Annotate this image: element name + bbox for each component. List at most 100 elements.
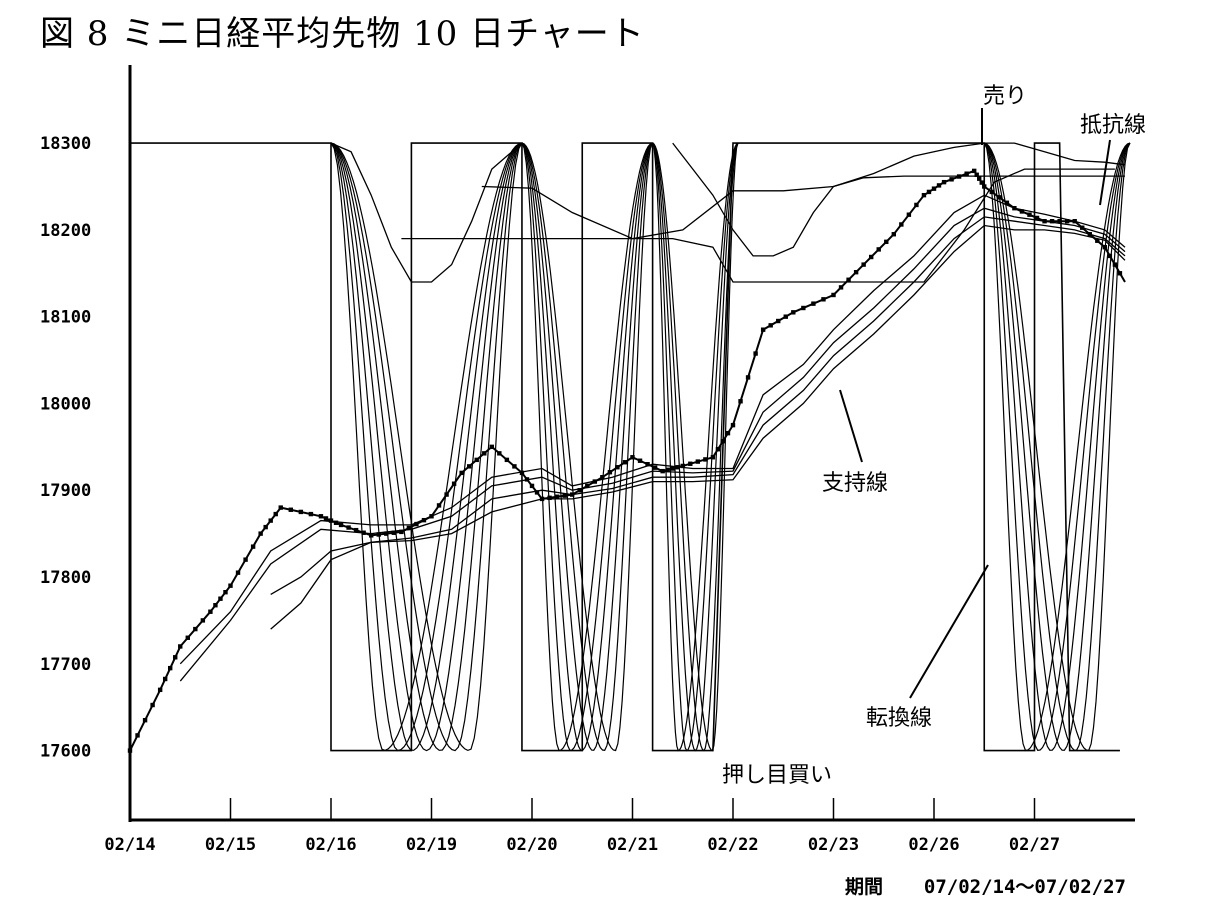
series-point bbox=[338, 522, 344, 528]
series-point bbox=[926, 189, 932, 195]
series-line bbox=[672, 142, 1125, 257]
series-point bbox=[853, 269, 859, 275]
series-line bbox=[401, 168, 1115, 283]
oscillator-curve bbox=[652, 142, 739, 752]
period-caption: 期間 07/02/14〜07/02/27 bbox=[845, 872, 1126, 899]
oscillator-curve bbox=[330, 142, 523, 752]
series-point bbox=[715, 447, 721, 452]
series-point bbox=[406, 525, 412, 531]
series-point bbox=[369, 533, 374, 538]
series-point bbox=[979, 180, 984, 185]
oscillator-curve bbox=[330, 142, 523, 751]
series-point bbox=[577, 488, 582, 493]
series-point bbox=[519, 470, 525, 476]
series-point bbox=[906, 212, 912, 217]
series-point bbox=[243, 557, 248, 562]
series-point bbox=[703, 457, 708, 462]
y-tick-label: 17800 bbox=[40, 568, 91, 588]
oscillator-curve bbox=[983, 142, 1131, 752]
x-tick-label: 02/20 bbox=[506, 835, 557, 855]
series-point bbox=[997, 195, 1002, 200]
series-point bbox=[821, 297, 826, 302]
series-group bbox=[127, 142, 1126, 753]
oscillator-curve bbox=[330, 142, 523, 752]
series-point bbox=[142, 718, 148, 723]
x-tick-group: 02/14 02/15 02/16 02/19 02/20 02/21 02/22 02/23… bbox=[104, 798, 1060, 855]
series-line bbox=[179, 207, 1126, 682]
series-point bbox=[884, 239, 889, 245]
y-tick-label: 18100 bbox=[40, 308, 91, 328]
series-point bbox=[670, 466, 675, 471]
oscillator-curve bbox=[652, 142, 739, 752]
annotation-leader bbox=[1099, 139, 1111, 206]
series-point bbox=[753, 351, 758, 356]
series-point bbox=[622, 460, 628, 465]
oscillator-curve bbox=[984, 142, 1131, 751]
series-point bbox=[989, 189, 994, 195]
series-point bbox=[208, 609, 213, 614]
series-point bbox=[645, 461, 650, 467]
series-point bbox=[1027, 212, 1032, 217]
series-point bbox=[838, 285, 844, 290]
series-point bbox=[974, 172, 979, 177]
x-tick-label: 02/26 bbox=[908, 835, 959, 855]
series-point bbox=[193, 626, 198, 632]
oscillator-curve bbox=[521, 142, 654, 752]
x-tick-label: 02/27 bbox=[1009, 835, 1060, 855]
series-point bbox=[444, 492, 449, 497]
series-point bbox=[949, 177, 954, 182]
series-point bbox=[615, 465, 620, 470]
series-point bbox=[710, 455, 716, 460]
y-tick-label: 18000 bbox=[40, 394, 91, 414]
series-point bbox=[223, 589, 228, 595]
oscillator-curve bbox=[521, 142, 654, 751]
series-point bbox=[414, 521, 419, 527]
series-point bbox=[941, 179, 947, 185]
series-point bbox=[384, 531, 389, 536]
series-point bbox=[328, 518, 334, 523]
y-tick-group: 17600 17700 17800 17900 18000 18100 18200 18300 bbox=[40, 134, 91, 761]
annotation-leader bbox=[839, 389, 863, 463]
series-line bbox=[481, 142, 1126, 240]
page-title: 図 8 ミニ日経平均先物 10 日チャート bbox=[40, 14, 645, 54]
oscillator-curve bbox=[521, 142, 653, 752]
series-point bbox=[168, 665, 173, 671]
y-tick-label: 17900 bbox=[40, 481, 91, 501]
series-point bbox=[178, 644, 183, 649]
y-tick-label: 18200 bbox=[40, 221, 91, 241]
series-point bbox=[218, 596, 223, 601]
series-point bbox=[585, 483, 590, 489]
series-point bbox=[200, 618, 206, 623]
series-point bbox=[720, 438, 726, 444]
x-tick-label: 02/16 bbox=[305, 835, 356, 855]
series-point bbox=[1107, 253, 1113, 259]
annotation-label: 支持線 bbox=[822, 471, 888, 496]
annotation-label: 転換線 bbox=[866, 706, 932, 731]
series-point bbox=[534, 490, 540, 495]
series-line bbox=[179, 194, 1126, 665]
series-point bbox=[323, 516, 329, 521]
series-point bbox=[185, 635, 190, 640]
series-point bbox=[474, 457, 479, 463]
series-point bbox=[504, 457, 510, 463]
series-point bbox=[695, 459, 701, 464]
series-point bbox=[783, 314, 788, 319]
annotation-leader bbox=[909, 564, 989, 699]
series-line bbox=[270, 216, 1126, 630]
series-point bbox=[529, 483, 535, 489]
y-tick-label: 18300 bbox=[40, 134, 91, 154]
series-line bbox=[270, 224, 1126, 595]
series-point bbox=[964, 171, 969, 176]
oscillator-curve bbox=[521, 142, 653, 751]
series-point bbox=[308, 511, 314, 517]
series-point bbox=[273, 511, 278, 517]
series-point bbox=[268, 518, 273, 523]
annotation-label: 売り bbox=[983, 84, 1027, 109]
annotation-label: 押し目買い bbox=[722, 763, 832, 788]
series-point bbox=[831, 292, 836, 298]
series-point bbox=[288, 507, 293, 512]
x-tick-label: 02/19 bbox=[406, 835, 457, 855]
series-point bbox=[1102, 245, 1108, 250]
series-point bbox=[768, 323, 773, 328]
